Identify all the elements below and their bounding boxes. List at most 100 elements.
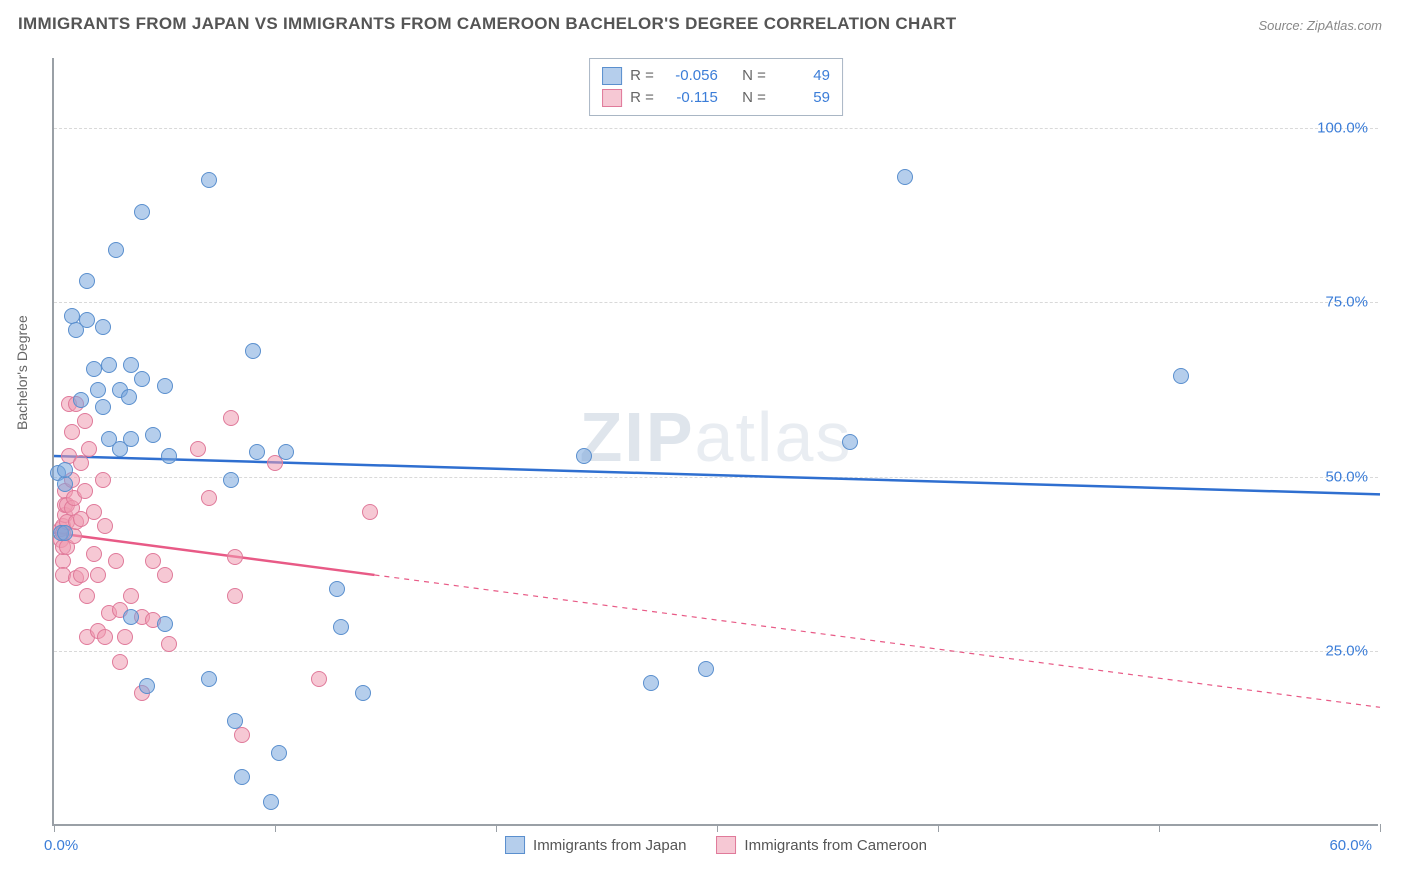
point-cameroon: [161, 636, 177, 652]
point-japan: [79, 273, 95, 289]
point-japan: [223, 472, 239, 488]
point-cameroon: [97, 629, 113, 645]
point-cameroon: [112, 654, 128, 670]
point-cameroon: [90, 567, 106, 583]
point-cameroon: [227, 549, 243, 565]
r-label: R =: [630, 65, 654, 87]
legend-item-japan: Immigrants from Japan: [505, 836, 686, 854]
r-value-cameroon: -0.115: [662, 87, 718, 109]
correlation-legend: R = -0.056 N = 49 R = -0.115 N = 59: [589, 58, 843, 116]
point-japan: [245, 343, 261, 359]
point-japan: [134, 204, 150, 220]
x-min-label: 0.0%: [44, 837, 78, 854]
swatch-cameroon-icon: [716, 836, 736, 854]
point-japan: [278, 444, 294, 460]
point-japan: [79, 312, 95, 328]
point-japan: [157, 616, 173, 632]
point-japan: [329, 581, 345, 597]
point-cameroon: [311, 671, 327, 687]
point-cameroon: [223, 410, 239, 426]
plot-area: ZIPatlas 25.0%50.0%75.0%100.0% R = -0.05…: [52, 58, 1378, 826]
point-cameroon: [73, 455, 89, 471]
x-max-label: 60.0%: [1329, 837, 1372, 854]
point-japan: [161, 448, 177, 464]
point-cameroon: [73, 567, 89, 583]
legend-row-cameroon: R = -0.115 N = 59: [602, 87, 830, 109]
point-japan: [1173, 368, 1189, 384]
point-cameroon: [86, 546, 102, 562]
point-cameroon: [79, 588, 95, 604]
point-japan: [643, 675, 659, 691]
swatch-japan-icon: [505, 836, 525, 854]
point-cameroon: [108, 553, 124, 569]
point-japan: [90, 382, 106, 398]
point-japan: [95, 399, 111, 415]
n-label: N =: [742, 65, 766, 87]
source-attribution: Source: ZipAtlas.com: [1258, 18, 1382, 33]
point-japan: [57, 476, 73, 492]
point-japan: [86, 361, 102, 377]
point-cameroon: [64, 424, 80, 440]
point-japan: [227, 713, 243, 729]
r-label: R =: [630, 87, 654, 109]
point-japan: [57, 462, 73, 478]
point-cameroon: [97, 518, 113, 534]
legend-label-japan: Immigrants from Japan: [533, 837, 686, 854]
x-tick: [1380, 824, 1381, 832]
chart-title: IMMIGRANTS FROM JAPAN VS IMMIGRANTS FROM…: [18, 14, 956, 34]
trend-japan-solid: [54, 456, 1380, 494]
point-japan: [842, 434, 858, 450]
point-japan: [157, 378, 173, 394]
point-cameroon: [86, 504, 102, 520]
point-cameroon: [77, 413, 93, 429]
point-japan: [101, 357, 117, 373]
point-cameroon: [227, 588, 243, 604]
point-japan: [134, 371, 150, 387]
point-japan: [333, 619, 349, 635]
point-japan: [95, 319, 111, 335]
point-cameroon: [362, 504, 378, 520]
point-japan: [355, 685, 371, 701]
point-japan: [123, 357, 139, 373]
trend-lines: [54, 58, 1380, 826]
legend-item-cameroon: Immigrants from Cameroon: [716, 836, 927, 854]
point-japan: [897, 169, 913, 185]
point-japan: [271, 745, 287, 761]
point-japan: [57, 525, 73, 541]
r-value-japan: -0.056: [662, 65, 718, 87]
series-legend: Immigrants from Japan Immigrants from Ca…: [505, 836, 927, 854]
point-cameroon: [117, 629, 133, 645]
point-japan: [108, 242, 124, 258]
point-cameroon: [145, 553, 161, 569]
point-cameroon: [234, 727, 250, 743]
point-cameroon: [77, 483, 93, 499]
swatch-cameroon-icon: [602, 89, 622, 107]
point-japan: [249, 444, 265, 460]
point-japan: [576, 448, 592, 464]
point-cameroon: [201, 490, 217, 506]
point-japan: [201, 172, 217, 188]
point-japan: [123, 609, 139, 625]
point-japan: [139, 678, 155, 694]
point-cameroon: [157, 567, 173, 583]
point-japan: [123, 431, 139, 447]
n-label: N =: [742, 87, 766, 109]
legend-label-cameroon: Immigrants from Cameroon: [744, 837, 927, 854]
point-cameroon: [123, 588, 139, 604]
point-japan: [201, 671, 217, 687]
point-japan: [73, 392, 89, 408]
point-cameroon: [81, 441, 97, 457]
point-japan: [145, 427, 161, 443]
point-cameroon: [190, 441, 206, 457]
n-value-cameroon: 59: [774, 87, 830, 109]
legend-row-japan: R = -0.056 N = 49: [602, 65, 830, 87]
point-japan: [698, 661, 714, 677]
n-value-japan: 49: [774, 65, 830, 87]
trend-cameroon-dashed: [374, 575, 1380, 707]
point-japan: [234, 769, 250, 785]
point-japan: [263, 794, 279, 810]
point-cameroon: [95, 472, 111, 488]
swatch-japan-icon: [602, 67, 622, 85]
point-japan: [121, 389, 137, 405]
y-axis-title: Bachelor's Degree: [14, 315, 30, 430]
